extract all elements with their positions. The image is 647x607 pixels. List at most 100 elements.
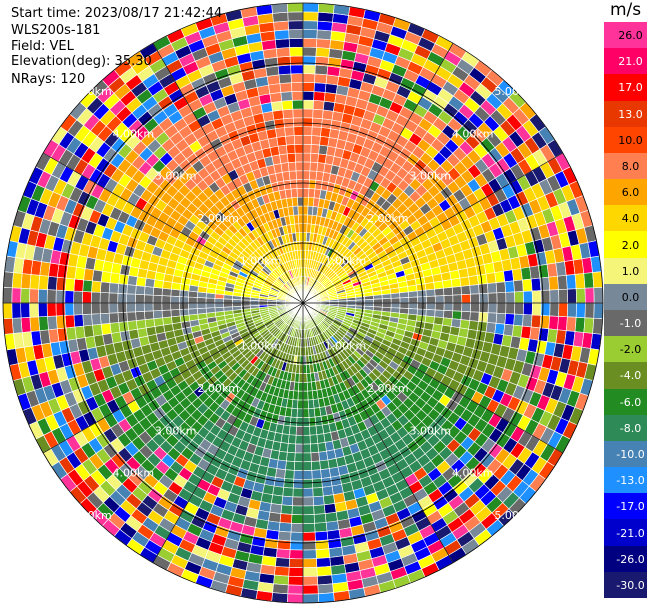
velocity-gate [504, 313, 515, 326]
colorbar-tick-label: -10.0 [616, 448, 645, 461]
velocity-gate [82, 302, 92, 315]
velocity-gate [280, 91, 293, 102]
velocity-gate [29, 288, 39, 304]
velocity-gate [293, 470, 304, 480]
velocity-gate [316, 433, 326, 444]
velocity-gate [459, 276, 471, 287]
velocity-gate [315, 539, 330, 551]
elevation-label: Elevation(deg): 35.30 [11, 54, 152, 69]
velocity-gate [407, 290, 418, 298]
velocity-gate [64, 277, 76, 292]
velocity-gate [290, 188, 298, 199]
velocity-gate [316, 29, 332, 41]
colorbar-swatch [604, 22, 647, 49]
velocity-gate [567, 302, 577, 318]
velocity-gate [320, 468, 331, 479]
velocity-gate [416, 289, 427, 298]
velocity-gate [287, 161, 297, 172]
velocity-gate [322, 494, 336, 506]
azimuth-spoke [43, 152, 304, 304]
colorbar-tick-label: -21.0 [616, 526, 645, 540]
velocity-gate [297, 205, 304, 216]
velocity-gate [196, 302, 207, 309]
velocity-gate [294, 452, 304, 463]
velocity-gate [135, 293, 145, 304]
velocity-gate [278, 522, 292, 533]
velocity-gate [312, 100, 325, 111]
velocity-gate [126, 293, 136, 304]
velocity-gate [284, 126, 295, 137]
azimuth-spoke [302, 152, 563, 304]
velocity-gate [302, 452, 312, 463]
velocity-gate [302, 20, 319, 31]
velocity-gate [83, 324, 95, 338]
velocity-gate [281, 171, 291, 182]
velocity-gate [135, 285, 146, 296]
velocity-gate [476, 321, 488, 333]
colorbar-swatch [604, 493, 647, 520]
velocity-gate [275, 47, 291, 58]
velocity-gate [312, 495, 325, 506]
velocity-gate [316, 38, 331, 49]
velocity-gate [302, 478, 314, 489]
velocity-gate [290, 531, 304, 542]
velocity-gate [55, 289, 66, 304]
velocity-gate [293, 126, 304, 136]
velocity-gate [531, 290, 542, 304]
velocity-gate [287, 584, 304, 595]
colorbar-swatch [604, 362, 647, 390]
velocity-gate [302, 496, 314, 507]
velocity-gate [276, 135, 287, 147]
range-ring-label: 1.00km [325, 255, 367, 268]
velocity-gate [513, 313, 524, 327]
velocity-gate [302, 82, 315, 92]
velocity-gate [292, 99, 304, 110]
instrument-label: WLS200s-181 [11, 23, 101, 38]
velocity-gate [297, 390, 304, 401]
velocity-gate [443, 286, 454, 296]
velocity-gate [426, 302, 436, 311]
velocity-gate [443, 302, 454, 312]
velocity-gate [282, 108, 294, 120]
velocity-gate [433, 280, 444, 290]
velocity-gate [548, 275, 559, 291]
velocity-gate [313, 504, 326, 515]
velocity-gate [390, 292, 401, 299]
velocity-gate [298, 381, 304, 392]
velocity-gate [381, 293, 392, 300]
range-ring-label: 5.00km [494, 85, 536, 98]
velocity-gate [268, 511, 282, 523]
velocity-gate [275, 127, 286, 138]
velocity-gate [281, 495, 294, 506]
velocity-gate [313, 513, 327, 524]
velocity-gate [276, 55, 291, 67]
velocity-gate [373, 298, 383, 304]
velocity-gate [293, 135, 304, 145]
range-ring-label: 3.00km [409, 170, 451, 183]
velocity-gate [288, 170, 297, 181]
velocity-gate [310, 152, 320, 163]
velocity-gate [425, 309, 436, 318]
velocity-gate [38, 316, 49, 331]
velocity-gate [117, 283, 128, 295]
velocity-gate [530, 277, 542, 292]
velocity-gate [99, 302, 110, 314]
velocity-gate [3, 317, 14, 335]
velocity-gate [282, 486, 294, 498]
velocity-gate [312, 486, 324, 498]
velocity-gate [324, 83, 338, 95]
velocity-gate [593, 286, 604, 304]
velocity-gate [288, 29, 304, 39]
velocity-gate [100, 322, 112, 336]
velocity-gate [294, 443, 304, 454]
velocity-gate [55, 315, 67, 330]
range-ring-label: 5.00km [494, 509, 536, 522]
velocity-gate [302, 373, 308, 383]
velocity-gate [92, 323, 103, 337]
velocity-gate [434, 309, 445, 319]
velocity-gate [289, 46, 304, 57]
velocity-gate [91, 280, 102, 293]
velocity-gate [205, 297, 216, 304]
velocity-gate [152, 294, 163, 304]
velocity-gate [127, 320, 138, 331]
